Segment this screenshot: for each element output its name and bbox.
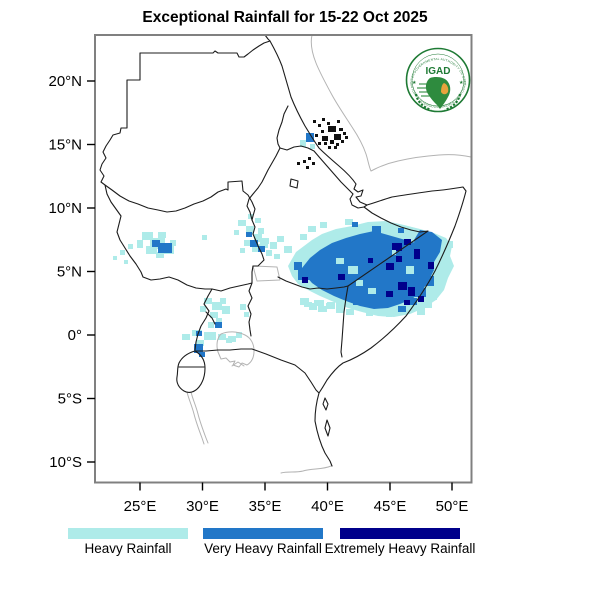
star-icon: ★ ★ bbox=[412, 80, 464, 86]
country-borders bbox=[99, 34, 467, 467]
legend-label-extremely-heavy: Extremely Heavy Rainfall bbox=[325, 541, 476, 556]
y-axis-label: 20°N bbox=[48, 73, 82, 90]
x-axis-label: 35°E bbox=[249, 498, 282, 515]
y-axis-label: 10°N bbox=[48, 200, 82, 217]
svg-text:★: ★ bbox=[459, 80, 464, 86]
x-axis-label: 40°E bbox=[311, 498, 344, 515]
logo-igad-text: IGAD bbox=[426, 66, 451, 77]
neighbor-borders bbox=[186, 34, 472, 474]
legend-swatch-very-heavy bbox=[203, 528, 323, 539]
x-axis-ticks bbox=[139, 482, 453, 491]
y-axis-label: 5°S bbox=[58, 391, 82, 408]
x-axis-label: 50°E bbox=[436, 498, 469, 515]
laurel-icon bbox=[414, 93, 462, 112]
x-axis-labels: 25°E 30°E 35°E 40°E 45°E 50°E bbox=[124, 498, 469, 515]
legend-label-very-heavy: Very Heavy Rainfall bbox=[204, 541, 322, 556]
rainfall-extreme-layer bbox=[302, 239, 434, 305]
map-frame bbox=[94, 34, 473, 484]
legend-swatch-heavy bbox=[68, 528, 188, 539]
legend-item-heavy: Heavy Rainfall bbox=[68, 528, 188, 556]
y-axis-labels: 20°N 15°N 10°N 5°N 0° 5°S 10°S bbox=[48, 73, 82, 471]
africa-icon bbox=[417, 77, 451, 109]
y-axis-ticks bbox=[87, 80, 95, 463]
x-axis-label: 30°E bbox=[186, 498, 219, 515]
x-axis-label: 45°E bbox=[374, 498, 407, 515]
legend-swatch-extremely-heavy bbox=[340, 528, 460, 539]
legend-item-very-heavy: Very Heavy Rainfall bbox=[203, 528, 323, 556]
page-title: Exceptional Rainfall for 15-22 Oct 2025 bbox=[142, 9, 428, 26]
x-axis-label: 25°E bbox=[124, 498, 157, 515]
y-axis-label: 10°S bbox=[49, 454, 82, 471]
highland-speckles bbox=[297, 118, 348, 169]
svg-text:★: ★ bbox=[412, 80, 417, 86]
legend: Heavy Rainfall Very Heavy Rainfall Extre… bbox=[68, 528, 475, 556]
y-axis-label: 0° bbox=[68, 327, 82, 344]
legend-label-heavy: Heavy Rainfall bbox=[84, 541, 171, 556]
y-axis-label: 15°N bbox=[48, 137, 82, 154]
y-axis-label: 5°N bbox=[57, 264, 82, 281]
rainfall-heavy-holes bbox=[336, 250, 414, 294]
legend-item-extremely-heavy: Extremely Heavy Rainfall bbox=[325, 528, 476, 556]
